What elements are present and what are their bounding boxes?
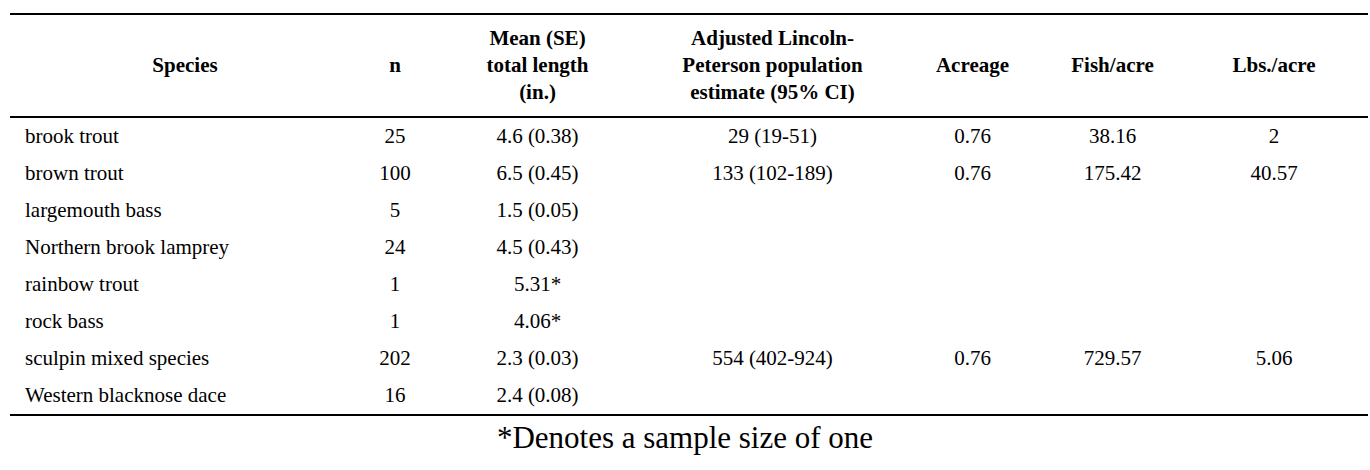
- cell-population-estimate: [645, 192, 900, 229]
- cell-lbs-per-acre: [1180, 266, 1368, 303]
- cell-lbs-per-acre: [1180, 192, 1368, 229]
- table-row-sculpin-mixed-species: sculpin mixed species 202 2.3 (0.03) 554…: [10, 340, 1368, 377]
- table-row-rock-bass: rock bass 1 4.06*: [10, 303, 1368, 340]
- header-row: Species n Mean (SE) total length (in.) A…: [10, 14, 1368, 117]
- cell-species: rock bass: [10, 303, 360, 340]
- cell-acreage: [900, 303, 1045, 340]
- header-lbs-per-acre: Lbs./acre: [1180, 14, 1368, 117]
- cell-acreage: [900, 229, 1045, 266]
- cell-acreage: [900, 377, 1045, 415]
- cell-n: 1: [360, 266, 430, 303]
- cell-fish-per-acre: 38.16: [1045, 117, 1180, 155]
- cell-lbs-per-acre: 5.06: [1180, 340, 1368, 377]
- table-row-brown-trout: brown trout 100 6.5 (0.45) 133 (102-189)…: [10, 155, 1368, 192]
- cell-n: 100: [360, 155, 430, 192]
- cell-acreage: 0.76: [900, 155, 1045, 192]
- cell-n: 5: [360, 192, 430, 229]
- cell-species: sculpin mixed species: [10, 340, 360, 377]
- header-n: n: [360, 14, 430, 117]
- cell-species: brook trout: [10, 117, 360, 155]
- cell-n: 202: [360, 340, 430, 377]
- cell-population-estimate: [645, 303, 900, 340]
- cell-fish-per-acre: [1045, 377, 1180, 415]
- cell-population-estimate: [645, 266, 900, 303]
- cell-fish-per-acre: 729.57: [1045, 340, 1180, 377]
- cell-mean-length: 5.31*: [430, 266, 645, 303]
- cell-lbs-per-acre: 40.57: [1180, 155, 1368, 192]
- cell-acreage: 0.76: [900, 117, 1045, 155]
- table-body: brook trout 25 4.6 (0.38) 29 (19-51) 0.7…: [10, 117, 1368, 415]
- table-row-largemouth-bass: largemouth bass 5 1.5 (0.05): [10, 192, 1368, 229]
- table-row-rainbow-trout: rainbow trout 1 5.31*: [10, 266, 1368, 303]
- page: Species n Mean (SE) total length (in.) A…: [0, 0, 1370, 470]
- cell-acreage: [900, 266, 1045, 303]
- table-row-northern-brook-lamprey: Northern brook lamprey 24 4.5 (0.43): [10, 229, 1368, 266]
- cell-population-estimate: 29 (19-51): [645, 117, 900, 155]
- cell-mean-length: 1.5 (0.05): [430, 192, 645, 229]
- sample-size-footnote: *Denotes a sample size of one: [0, 420, 1370, 456]
- cell-mean-length: 6.5 (0.45): [430, 155, 645, 192]
- cell-lbs-per-acre: [1180, 377, 1368, 415]
- table-row-brook-trout: brook trout 25 4.6 (0.38) 29 (19-51) 0.7…: [10, 117, 1368, 155]
- cell-fish-per-acre: [1045, 192, 1180, 229]
- cell-n: 25: [360, 117, 430, 155]
- cell-fish-per-acre: [1045, 303, 1180, 340]
- cell-mean-length: 2.3 (0.03): [430, 340, 645, 377]
- header-mean-total-length: Mean (SE) total length (in.): [430, 14, 645, 117]
- header-species: Species: [10, 14, 360, 117]
- cell-mean-length: 2.4 (0.08): [430, 377, 645, 415]
- cell-population-estimate: 133 (102-189): [645, 155, 900, 192]
- cell-acreage: [900, 192, 1045, 229]
- cell-fish-per-acre: [1045, 266, 1180, 303]
- header-lincoln-peterson-estimate: Adjusted Lincoln- Peterson population es…: [645, 14, 900, 117]
- table-row-western-blacknose-dace: Western blacknose dace 16 2.4 (0.08): [10, 377, 1368, 415]
- cell-species: Western blacknose dace: [10, 377, 360, 415]
- cell-n: 1: [360, 303, 430, 340]
- header-acreage: Acreage: [900, 14, 1045, 117]
- cell-species: brown trout: [10, 155, 360, 192]
- cell-species: largemouth bass: [10, 192, 360, 229]
- cell-population-estimate: [645, 229, 900, 266]
- cell-mean-length: 4.06*: [430, 303, 645, 340]
- cell-fish-per-acre: [1045, 229, 1180, 266]
- cell-population-estimate: 554 (402-924): [645, 340, 900, 377]
- cell-lbs-per-acre: [1180, 229, 1368, 266]
- species-summary-table: Species n Mean (SE) total length (in.) A…: [10, 13, 1368, 416]
- cell-lbs-per-acre: [1180, 303, 1368, 340]
- cell-species: rainbow trout: [10, 266, 360, 303]
- cell-mean-length: 4.5 (0.43): [430, 229, 645, 266]
- cell-lbs-per-acre: 2: [1180, 117, 1368, 155]
- table-header: Species n Mean (SE) total length (in.) A…: [10, 14, 1368, 117]
- cell-n: 24: [360, 229, 430, 266]
- cell-mean-length: 4.6 (0.38): [430, 117, 645, 155]
- cell-fish-per-acre: 175.42: [1045, 155, 1180, 192]
- header-fish-per-acre: Fish/acre: [1045, 14, 1180, 117]
- cell-n: 16: [360, 377, 430, 415]
- cell-species: Northern brook lamprey: [10, 229, 360, 266]
- cell-acreage: 0.76: [900, 340, 1045, 377]
- cell-population-estimate: [645, 377, 900, 415]
